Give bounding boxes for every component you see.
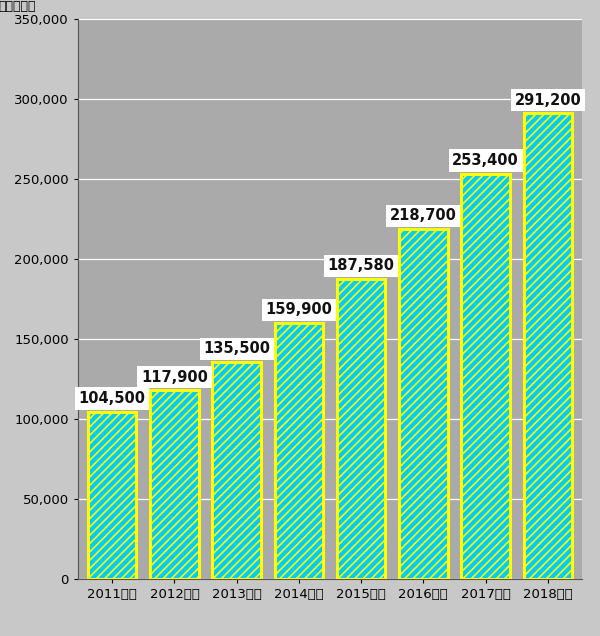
Text: 187,580: 187,580: [328, 258, 395, 273]
Text: 218,700: 218,700: [390, 209, 457, 223]
Text: 253,400: 253,400: [452, 153, 519, 168]
Bar: [88, 411, 136, 579]
Bar: [150, 391, 199, 579]
Bar: [524, 113, 572, 579]
Bar: [337, 279, 385, 579]
Text: 135,500: 135,500: [203, 342, 270, 357]
Bar: [399, 229, 448, 579]
Text: 291,200: 291,200: [514, 92, 581, 107]
Text: 104,500: 104,500: [79, 391, 146, 406]
Bar: [275, 323, 323, 579]
Text: 159,900: 159,900: [265, 303, 332, 317]
Text: 117,900: 117,900: [141, 370, 208, 385]
Bar: [461, 174, 510, 579]
Y-axis label: （百万円）: （百万円）: [0, 1, 36, 13]
Bar: [212, 362, 261, 579]
